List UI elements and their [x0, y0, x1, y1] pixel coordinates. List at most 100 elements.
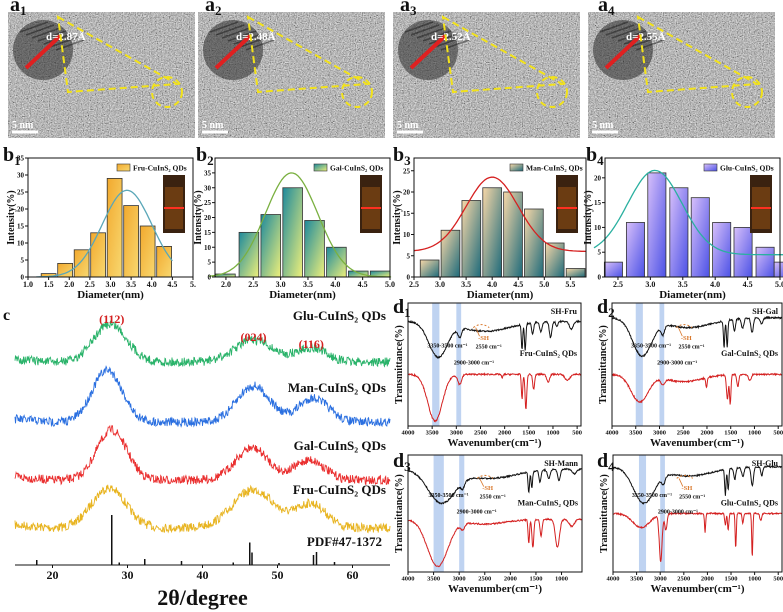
x-tick-label: 500	[773, 576, 783, 583]
x-tick-label: 3.5	[461, 280, 471, 289]
histogram-bar	[565, 268, 586, 278]
x-tick-label: 2500	[677, 576, 690, 583]
panel-subscript: 3	[404, 153, 411, 168]
ftir-spectrum-line	[611, 372, 783, 405]
x-tick-label: 3000	[453, 576, 466, 583]
tem-image-4: d=2.55Å 5 nm	[588, 12, 775, 138]
plot-frame	[612, 454, 783, 573]
zoom-outline	[441, 15, 566, 94]
series-label: Glu-CuInS₂ QDs	[293, 308, 386, 323]
ftir-spectrum-line	[407, 517, 583, 568]
histogram-bar	[419, 259, 440, 278]
x-tick-label: 2.0	[221, 280, 231, 289]
band-label-ch: 2900-3000 cm⁻¹	[454, 361, 494, 367]
panel-subscript: 2	[215, 3, 222, 18]
gaussian-fit-curve	[593, 169, 783, 256]
y-tick-label: 20	[204, 214, 212, 222]
histogram-bar	[238, 231, 260, 278]
series-label: Fru-CuInS₂ QDs	[293, 482, 386, 497]
series-label: Fru-CuInS₂ QDs	[520, 349, 577, 358]
x-tick-label: 20	[47, 568, 59, 582]
x-tick-label: 3.5	[303, 280, 313, 289]
histogram-bar	[544, 242, 565, 278]
panel-letter: a	[10, 0, 20, 16]
band-highlight	[660, 455, 665, 572]
histogram-bar	[282, 187, 303, 278]
reference-label: PDF#47-1372	[307, 534, 382, 549]
band-label-sh: 2550 cm⁻¹	[476, 345, 502, 351]
y-axis-label: Intensity(%)	[6, 190, 17, 244]
x-tick-label: 1500	[724, 430, 737, 437]
x-tick-label: 4.5	[167, 280, 177, 289]
histogram-bar	[625, 222, 645, 278]
panel-subscript: 1	[14, 153, 21, 168]
band-highlight	[433, 455, 444, 572]
histogram-bar	[348, 270, 369, 278]
x-tick-label: 1000	[748, 430, 761, 437]
panel-subscript: 4	[608, 3, 615, 18]
x-tick-label: 5.	[190, 280, 196, 289]
xrd-pattern-line	[14, 484, 391, 534]
x-axis-label: Wavenumber(cm⁻¹)	[448, 583, 542, 595]
ftir-spectrum-line	[612, 511, 783, 562]
ftir-chart-2: SH-Gal Gal-CuInS₂ QDs 3350-3500 cm⁻¹ 2900-3…	[598, 302, 783, 449]
histogram-bar	[669, 187, 689, 278]
xrd-pattern-line	[14, 424, 391, 486]
band-label-oh: 3350-3500 cm⁻¹	[428, 493, 468, 499]
series-label: SH-Gal	[752, 307, 779, 316]
x-tick-label: 3500	[426, 430, 439, 437]
y-tick-label: 20	[403, 189, 411, 197]
panel-label-a2: a2	[205, 0, 222, 18]
histogram-bar	[647, 172, 667, 278]
sh-label: -SH	[478, 335, 489, 342]
x-axis-label: Wavenumber(cm⁻¹)	[650, 583, 744, 595]
panel-letter: d	[597, 450, 608, 472]
panel-subscript: 4	[597, 153, 604, 168]
y-tick-label: 35	[204, 169, 212, 177]
histogram-bar	[304, 220, 325, 278]
histogram-bar	[733, 227, 753, 278]
x-tick-label: 3500	[629, 430, 642, 437]
x-tick-label: 2.5	[613, 280, 623, 289]
x-tick-label: 3500	[427, 576, 440, 583]
histogram-bar	[90, 232, 106, 278]
size-histogram-2: 0 5 10 15 20 25 30 35 2.0 2.5 3.0 3.5 4.0 4.5 5.0 Diame…	[193, 157, 395, 301]
size-histogram-4: 0 5 10 15 20 2.5 3.0 3.5 4.0 4.5 5.0 Diameter(nm) In…	[583, 157, 783, 301]
zoom-outline	[636, 15, 761, 94]
y-axis-label: Transmittance(%)	[598, 325, 609, 404]
legend-swatch	[313, 163, 328, 172]
quantum-dot-marker	[536, 76, 568, 108]
quantum-dot-marker	[341, 76, 373, 108]
band-highlight	[635, 303, 643, 426]
y-tick-label: 15	[204, 229, 212, 237]
x-tick-label: 4.0	[710, 280, 720, 289]
x-tick-label: 4.0	[147, 280, 157, 289]
y-axis-label: Transmittance(%)	[394, 325, 405, 404]
histogram-bar	[482, 187, 502, 278]
x-tick-label: 3.0	[106, 280, 116, 289]
y-tick-label: 0	[21, 274, 25, 282]
x-tick-label: 1.5	[44, 280, 54, 289]
panel-subscript: 2	[608, 305, 615, 320]
y-tick-label: 10	[594, 224, 602, 232]
panel-letter: a	[205, 0, 215, 16]
x-tick-label: 4000	[606, 430, 619, 437]
series-label: Glu-CuInS₂ QDs	[721, 498, 778, 507]
band-highlight	[456, 303, 462, 426]
panel-letter: b	[196, 144, 207, 166]
histogram-bar	[503, 191, 523, 278]
band-highlight	[638, 455, 647, 572]
histogram-bar	[773, 261, 783, 278]
xrd-pattern-line	[14, 365, 391, 428]
panel-letter: b	[3, 144, 14, 166]
band-label-sh: 2550 cm⁻¹	[480, 494, 506, 500]
scale-bar-label: 5 nm	[592, 120, 614, 131]
d-spacing-label: d=2.55Å	[626, 31, 666, 43]
y-axis-label: Transmittance(%)	[394, 474, 405, 553]
panel-subscript: 2	[207, 153, 214, 168]
y-axis-label: Intensity(%)	[193, 190, 204, 244]
x-axis-label: Wavenumber(cm⁻¹)	[650, 437, 744, 449]
panel-label-a3: a3	[400, 0, 417, 18]
y-tick-label: 30	[17, 172, 25, 180]
series-label: Gal-CuInS₂ QDs	[294, 438, 386, 453]
